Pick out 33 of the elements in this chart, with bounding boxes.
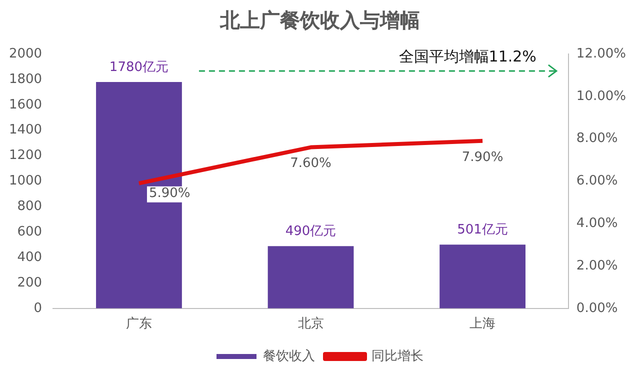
bar — [440, 244, 526, 308]
y2-tick-label: 4.00% — [576, 216, 618, 231]
data-label: 501亿元 — [457, 222, 508, 238]
y2-tick-label: 10.00% — [576, 88, 626, 104]
y2-tick-label: 0.00% — [576, 300, 618, 316]
y-tick-label: 1200 — [8, 148, 42, 164]
chart-title: 北上广餐饮收入与增幅 — [219, 8, 420, 32]
y-tick-label: 2000 — [8, 46, 42, 62]
y-tick-label: 1000 — [8, 174, 42, 189]
ref-line-label: 全国平均增幅11.2% — [398, 47, 536, 66]
data-label: 7.60% — [290, 156, 332, 172]
data-label: 1780亿元 — [109, 60, 169, 75]
y2-tick-label: 6.00% — [576, 174, 618, 189]
y-tick-label: 0 — [34, 300, 42, 316]
x-tick-label: 北京 — [298, 316, 324, 332]
y-tick-label: 600 — [17, 224, 42, 240]
y2-tick-label: 12.00% — [576, 46, 626, 62]
y-tick-label: 1800 — [8, 72, 42, 87]
x-tick-label: 广东 — [126, 316, 152, 332]
bar — [268, 246, 354, 308]
legend-label: 餐饮收入 — [263, 348, 315, 364]
legend-label: 同比增长 — [372, 348, 424, 364]
data-label: 7.90% — [462, 150, 504, 165]
y-tick-label: 1400 — [8, 122, 42, 138]
y-tick-label: 1600 — [8, 97, 42, 112]
x-tick-label: 上海 — [470, 316, 496, 332]
y-tick-label: 400 — [17, 250, 42, 265]
data-label: 5.90% — [148, 186, 190, 202]
y-tick-label: 200 — [17, 275, 42, 290]
data-label: 490亿元 — [285, 224, 336, 239]
y2-tick-label: 8.00% — [576, 131, 618, 146]
y-tick-label: 800 — [17, 199, 42, 214]
y2-tick-label: 2.00% — [576, 258, 618, 274]
